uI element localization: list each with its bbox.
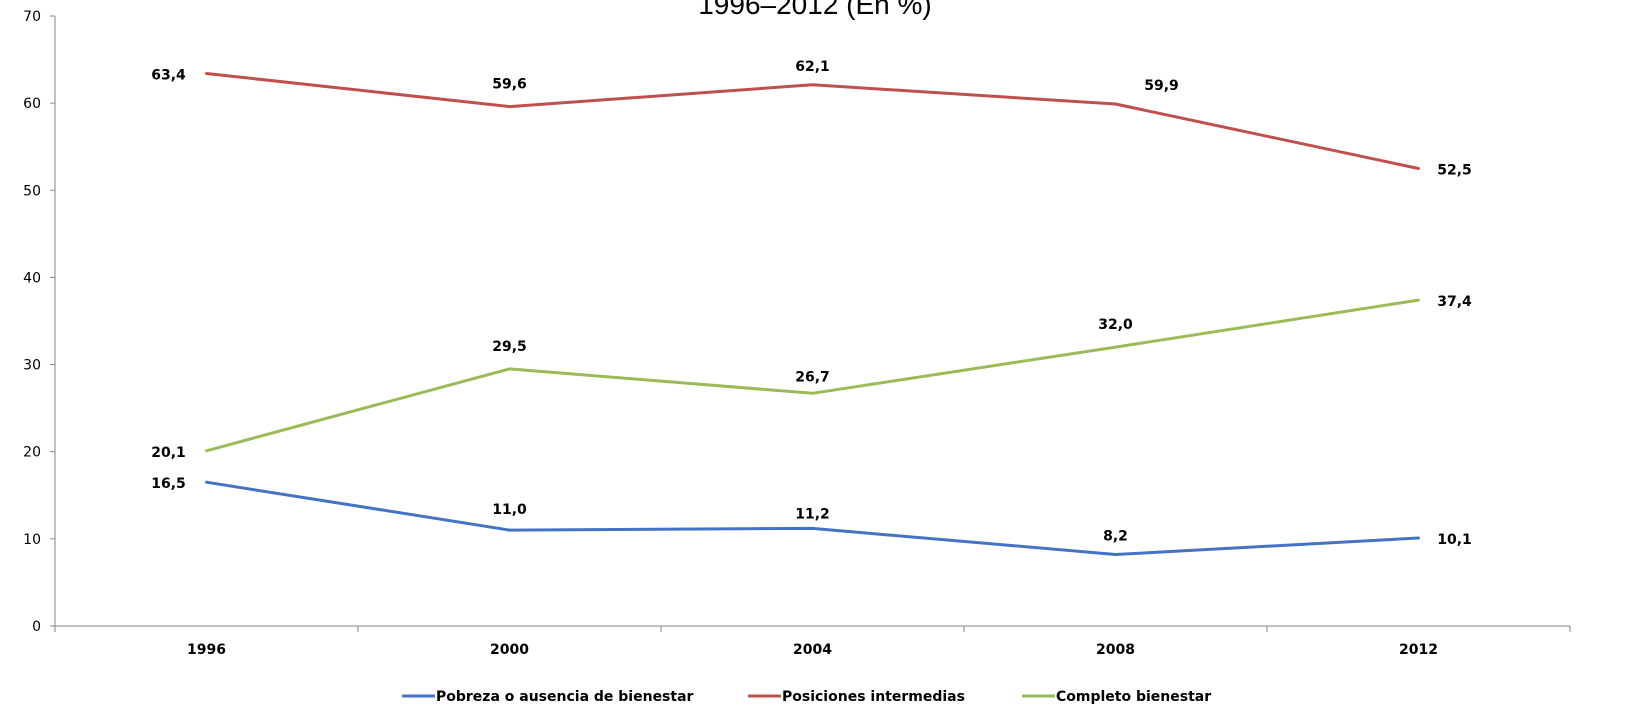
y-tick-label: 20 — [23, 445, 41, 461]
x-tick-label: 2004 — [793, 642, 832, 658]
data-label: 62,1 — [795, 59, 830, 75]
data-label: 59,6 — [492, 77, 527, 93]
chart-title: 1996–2012 (En %) — [698, 0, 932, 20]
series-line — [205, 298, 1420, 453]
y-tick-label: 70 — [23, 9, 41, 25]
series-group — [205, 72, 1420, 556]
data-label: 11,2 — [795, 506, 830, 522]
axes: 0 10 20 30 40 50 60 70 1996 2000 2004 2008 2012 — [23, 9, 1571, 658]
y-tick-label: 30 — [23, 358, 41, 374]
x-tick-label: 2012 — [1399, 642, 1438, 658]
x-tick-label: 1996 — [187, 642, 226, 658]
data-labels: 16,5 11,0 11,2 8,2 10,1 63,4 59,6 62,1 59,9 52,5 2… — [151, 59, 1472, 548]
legend-label: Pobreza o ausencia de bienestar — [436, 689, 694, 705]
data-label: 63,4 — [151, 68, 186, 84]
y-tick-label: 40 — [23, 270, 41, 286]
data-label: 16,5 — [151, 476, 186, 492]
data-label: 29,5 — [492, 339, 527, 355]
series-line — [205, 480, 1420, 556]
legend: Pobreza o ausencia de bienestar Posicione… — [402, 689, 1211, 705]
data-label: 8,2 — [1103, 529, 1128, 545]
data-label: 11,0 — [492, 502, 527, 518]
data-label: 52,5 — [1437, 163, 1472, 179]
data-label: 26,7 — [795, 369, 830, 385]
y-tick-label: 0 — [32, 619, 41, 635]
data-label: 59,9 — [1144, 78, 1179, 94]
data-label: 20,1 — [151, 445, 186, 461]
legend-label: Posiciones intermedias — [782, 689, 965, 705]
y-tick-label: 10 — [23, 532, 41, 548]
data-label: 10,1 — [1437, 532, 1472, 548]
legend-label: Completo bienestar — [1056, 689, 1211, 705]
x-tick-label: 2000 — [490, 642, 529, 658]
data-label: 32,0 — [1098, 317, 1133, 333]
y-tick-label: 50 — [23, 183, 41, 199]
y-tick-label: 60 — [23, 96, 41, 112]
series-line — [205, 72, 1420, 170]
x-tick-label: 2008 — [1096, 642, 1135, 658]
data-label: 37,4 — [1437, 294, 1472, 310]
